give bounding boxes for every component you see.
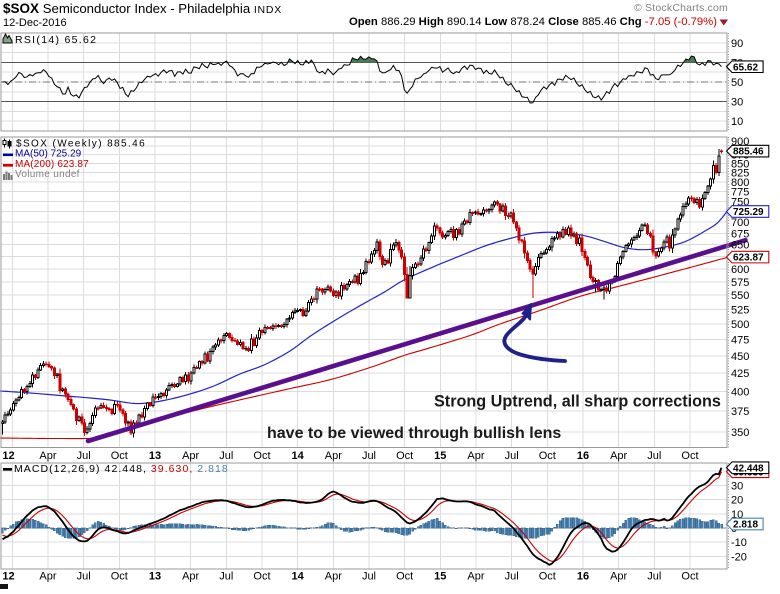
svg-text:-10: -10 bbox=[731, 537, 747, 549]
svg-text:Oct: Oct bbox=[111, 571, 128, 583]
svg-text:475: 475 bbox=[731, 335, 749, 347]
svg-text:Jul: Jul bbox=[219, 450, 233, 462]
svg-text:Apr: Apr bbox=[610, 450, 627, 462]
svg-text:400: 400 bbox=[731, 387, 749, 399]
svg-text:RSI(14) 65.62: RSI(14) 65.62 bbox=[15, 34, 97, 46]
svg-text:10: 10 bbox=[731, 116, 743, 128]
svg-text:90: 90 bbox=[731, 38, 743, 50]
svg-text:Strong Uptrend, all sharp corr: Strong Uptrend, all sharp corrections bbox=[434, 393, 721, 411]
svg-text:12: 12 bbox=[2, 450, 14, 462]
svg-text:13: 13 bbox=[149, 450, 161, 462]
svg-text:375: 375 bbox=[731, 406, 749, 418]
svg-text:350: 350 bbox=[731, 427, 749, 439]
svg-text:500: 500 bbox=[731, 319, 749, 331]
svg-text:30: 30 bbox=[731, 97, 743, 109]
svg-text:-20: -20 bbox=[731, 551, 747, 563]
svg-text:450: 450 bbox=[731, 351, 749, 363]
svg-text:have to be viewed through bull: have to be viewed through bullish lens bbox=[267, 425, 561, 442]
svg-text:Apr: Apr bbox=[467, 571, 484, 583]
svg-text:Jul: Jul bbox=[362, 571, 376, 583]
svg-text:42.448: 42.448 bbox=[733, 463, 764, 474]
svg-text:575: 575 bbox=[731, 277, 749, 289]
svg-text:© StockCharts.com: © StockCharts.com bbox=[634, 2, 728, 14]
svg-text:65.62: 65.62 bbox=[733, 62, 758, 73]
svg-text:12-Dec-2016: 12-Dec-2016 bbox=[3, 17, 67, 29]
svg-text:Apr: Apr bbox=[182, 571, 199, 583]
svg-text:Jul: Jul bbox=[505, 571, 519, 583]
svg-text:Jul: Jul bbox=[77, 571, 91, 583]
svg-text:Jul: Jul bbox=[505, 450, 519, 462]
svg-text:Oct: Oct bbox=[681, 571, 698, 583]
svg-text:600: 600 bbox=[731, 264, 749, 276]
svg-text:MACD(12,26,9) 42.448, 39.630,: MACD(12,26,9) 42.448, 39.630, 2.818 bbox=[14, 463, 229, 475]
svg-text:$SOX Semiconductor Index - Phi: $SOX Semiconductor Index - Philadelphia … bbox=[3, 1, 282, 16]
svg-text:700: 700 bbox=[731, 217, 749, 229]
svg-text:Apr: Apr bbox=[467, 450, 484, 462]
svg-text:Open 886.29 High 890.14 Low 87: Open 886.29 High 890.14 Low 878.24 Close… bbox=[349, 16, 717, 28]
svg-text:Apr: Apr bbox=[325, 450, 342, 462]
svg-text:50: 50 bbox=[731, 77, 743, 89]
svg-text:Apr: Apr bbox=[610, 571, 627, 583]
svg-text:650: 650 bbox=[731, 240, 749, 252]
svg-text:885.46: 885.46 bbox=[733, 147, 764, 158]
svg-text:14: 14 bbox=[292, 450, 305, 462]
svg-text:16: 16 bbox=[577, 571, 589, 583]
svg-text:Apr: Apr bbox=[39, 571, 56, 583]
svg-text:Apr: Apr bbox=[39, 450, 56, 462]
svg-text:14: 14 bbox=[292, 571, 305, 583]
svg-text:MA(50) 725.29: MA(50) 725.29 bbox=[15, 148, 82, 159]
svg-text:Jul: Jul bbox=[647, 571, 661, 583]
svg-text:15: 15 bbox=[434, 571, 446, 583]
svg-text:Apr: Apr bbox=[182, 450, 199, 462]
svg-text:Oct: Oct bbox=[539, 571, 556, 583]
svg-text:Oct: Oct bbox=[681, 450, 698, 462]
svg-text:Jul: Jul bbox=[362, 450, 376, 462]
svg-text:425: 425 bbox=[731, 368, 749, 380]
svg-text:Apr: Apr bbox=[325, 571, 342, 583]
svg-text:Oct: Oct bbox=[396, 450, 413, 462]
svg-text:675: 675 bbox=[731, 228, 749, 240]
svg-text:Jul: Jul bbox=[77, 450, 91, 462]
svg-text:16: 16 bbox=[577, 450, 589, 462]
svg-text:20: 20 bbox=[731, 495, 743, 507]
svg-text:15: 15 bbox=[434, 450, 446, 462]
svg-text:Oct: Oct bbox=[253, 450, 270, 462]
svg-text:525: 525 bbox=[731, 304, 749, 316]
svg-text:550: 550 bbox=[731, 290, 749, 302]
svg-text:Jul: Jul bbox=[647, 450, 661, 462]
svg-text:725.29: 725.29 bbox=[733, 207, 764, 218]
svg-text:623.87: 623.87 bbox=[733, 253, 764, 264]
svg-text:Oct: Oct bbox=[539, 450, 556, 462]
svg-text:Oct: Oct bbox=[396, 571, 413, 583]
svg-text:30: 30 bbox=[731, 480, 743, 492]
svg-text:Oct: Oct bbox=[111, 450, 128, 462]
svg-text:13: 13 bbox=[149, 571, 161, 583]
svg-text:Jul: Jul bbox=[219, 571, 233, 583]
svg-text:12: 12 bbox=[2, 571, 14, 583]
svg-text:2.818: 2.818 bbox=[733, 520, 758, 531]
svg-text:Volume undef: Volume undef bbox=[15, 169, 80, 180]
svg-text:Oct: Oct bbox=[253, 571, 270, 583]
